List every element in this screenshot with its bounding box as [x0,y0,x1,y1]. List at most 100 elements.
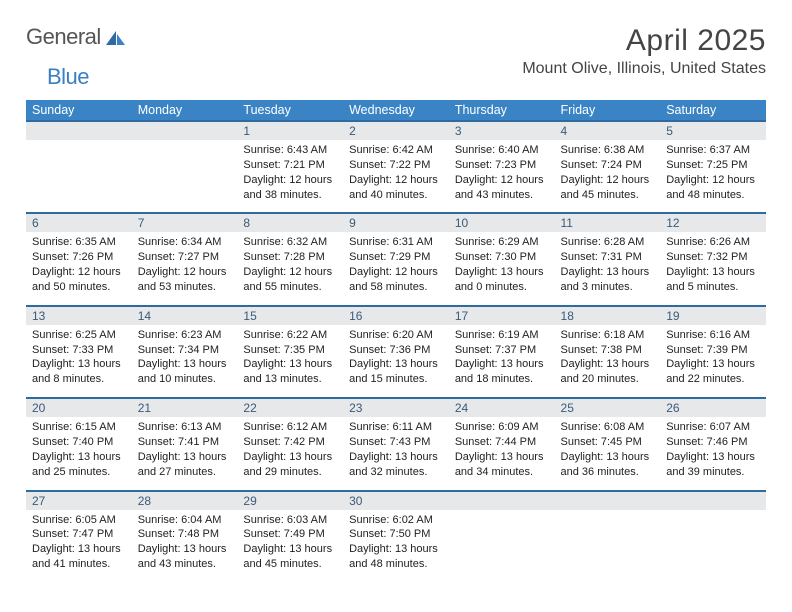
day-line: Daylight: 13 hours [138,357,232,372]
day-line: Sunset: 7:27 PM [138,250,232,265]
logo-sail-icon [105,29,127,47]
day-header: Tuesday [237,100,343,120]
day-header: Saturday [660,100,766,120]
day-line: Sunrise: 6:35 AM [32,235,126,250]
day-data: Sunrise: 6:37 AMSunset: 7:25 PMDaylight:… [660,140,766,212]
day-number: 12 [660,212,766,232]
day-number [132,120,238,140]
day-data: Sunrise: 6:22 AMSunset: 7:35 PMDaylight:… [237,325,343,397]
day-data: Sunrise: 6:43 AMSunset: 7:21 PMDaylight:… [237,140,343,212]
day-line: Sunset: 7:28 PM [243,250,337,265]
day-line: and 27 minutes. [138,465,232,480]
day-data [555,510,661,574]
day-line: and 10 minutes. [138,372,232,387]
day-line: and 48 minutes. [666,188,760,203]
week-daynum-row: 13141516171819 [26,305,766,325]
day-number: 5 [660,120,766,140]
day-line: and 53 minutes. [138,280,232,295]
week-data-row: Sunrise: 6:15 AMSunset: 7:40 PMDaylight:… [26,417,766,489]
day-line: Daylight: 12 hours [138,265,232,280]
day-line: and 3 minutes. [561,280,655,295]
logo-word1: General [26,24,101,50]
day-number: 4 [555,120,661,140]
day-line: Sunrise: 6:37 AM [666,143,760,158]
day-line: Sunset: 7:39 PM [666,343,760,358]
day-line: Daylight: 13 hours [138,542,232,557]
day-line: Sunset: 7:50 PM [349,527,443,542]
day-line: Daylight: 13 hours [32,542,126,557]
day-line: Sunrise: 6:34 AM [138,235,232,250]
day-header-row: SundayMondayTuesdayWednesdayThursdayFrid… [26,100,766,120]
day-line: Daylight: 13 hours [349,450,443,465]
day-line: and 0 minutes. [455,280,549,295]
day-number: 29 [237,490,343,510]
day-data: Sunrise: 6:40 AMSunset: 7:23 PMDaylight:… [449,140,555,212]
day-line: and 18 minutes. [455,372,549,387]
day-number: 9 [343,212,449,232]
day-data: Sunrise: 6:25 AMSunset: 7:33 PMDaylight:… [26,325,132,397]
day-data: Sunrise: 6:11 AMSunset: 7:43 PMDaylight:… [343,417,449,489]
week-data-row: Sunrise: 6:35 AMSunset: 7:26 PMDaylight:… [26,232,766,304]
day-line: Daylight: 13 hours [243,357,337,372]
day-line: Sunset: 7:48 PM [138,527,232,542]
day-line: Sunset: 7:29 PM [349,250,443,265]
day-line: Sunset: 7:33 PM [32,343,126,358]
location: Mount Olive, Illinois, United States [522,60,766,78]
day-data: Sunrise: 6:18 AMSunset: 7:38 PMDaylight:… [555,325,661,397]
day-line: Sunrise: 6:40 AM [455,143,549,158]
day-number: 15 [237,305,343,325]
day-line: Daylight: 12 hours [349,265,443,280]
day-number: 21 [132,397,238,417]
day-line: Sunrise: 6:43 AM [243,143,337,158]
week-daynum-row: 20212223242526 [26,397,766,417]
day-line: Sunset: 7:47 PM [32,527,126,542]
day-line: Sunset: 7:35 PM [243,343,337,358]
day-data: Sunrise: 6:29 AMSunset: 7:30 PMDaylight:… [449,232,555,304]
day-line: Sunrise: 6:13 AM [138,420,232,435]
day-line: and 15 minutes. [349,372,443,387]
day-line: and 20 minutes. [561,372,655,387]
day-line: Daylight: 13 hours [455,450,549,465]
day-line: and 36 minutes. [561,465,655,480]
title-block: April 2025 Mount Olive, Illinois, United… [522,24,766,78]
day-data: Sunrise: 6:08 AMSunset: 7:45 PMDaylight:… [555,417,661,489]
day-line: Sunrise: 6:28 AM [561,235,655,250]
day-line: Sunrise: 6:32 AM [243,235,337,250]
day-line: Daylight: 13 hours [349,542,443,557]
week-daynum-row: 6789101112 [26,212,766,232]
week-daynum-row: 27282930 [26,490,766,510]
day-data: Sunrise: 6:07 AMSunset: 7:46 PMDaylight:… [660,417,766,489]
day-line: Daylight: 13 hours [243,542,337,557]
day-line: Sunset: 7:23 PM [455,158,549,173]
day-line: Sunrise: 6:20 AM [349,328,443,343]
day-number: 28 [132,490,238,510]
day-line: Sunrise: 6:04 AM [138,513,232,528]
day-number: 27 [26,490,132,510]
day-line: Sunset: 7:44 PM [455,435,549,450]
day-line: and 45 minutes. [561,188,655,203]
day-data: Sunrise: 6:38 AMSunset: 7:24 PMDaylight:… [555,140,661,212]
day-line: Sunrise: 6:29 AM [455,235,549,250]
day-header: Friday [555,100,661,120]
day-line: Daylight: 13 hours [561,265,655,280]
day-number: 14 [132,305,238,325]
day-number [26,120,132,140]
day-number: 3 [449,120,555,140]
day-line: Sunrise: 6:31 AM [349,235,443,250]
day-line: Sunset: 7:32 PM [666,250,760,265]
day-line: Sunset: 7:40 PM [32,435,126,450]
day-number: 20 [26,397,132,417]
day-number: 8 [237,212,343,232]
day-data: Sunrise: 6:35 AMSunset: 7:26 PMDaylight:… [26,232,132,304]
day-data: Sunrise: 6:05 AMSunset: 7:47 PMDaylight:… [26,510,132,582]
day-line: and 22 minutes. [666,372,760,387]
day-number: 26 [660,397,766,417]
logo: General [26,24,127,50]
day-data: Sunrise: 6:02 AMSunset: 7:50 PMDaylight:… [343,510,449,582]
week-data-row: Sunrise: 6:43 AMSunset: 7:21 PMDaylight:… [26,140,766,212]
day-line: Sunrise: 6:19 AM [455,328,549,343]
day-line: Daylight: 12 hours [349,173,443,188]
day-data: Sunrise: 6:16 AMSunset: 7:39 PMDaylight:… [660,325,766,397]
day-line: Sunset: 7:36 PM [349,343,443,358]
day-line: Sunrise: 6:11 AM [349,420,443,435]
